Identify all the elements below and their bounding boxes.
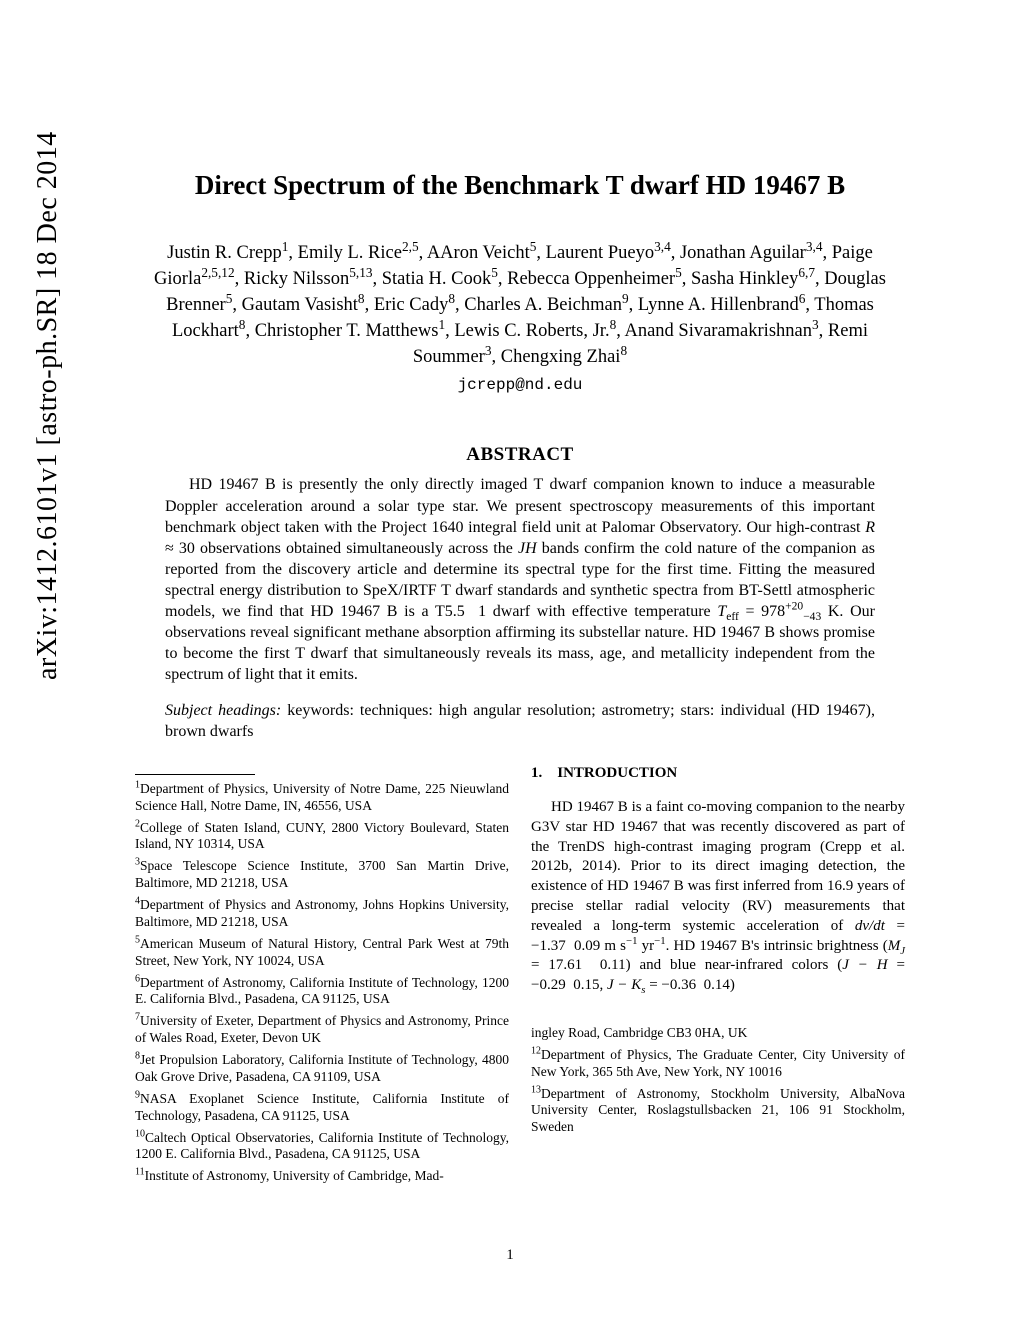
affiliation-item: 5American Museum of Natural History, Cen…	[135, 936, 509, 970]
affiliation-item: 9NASA Exoplanet Science Institute, Calif…	[135, 1091, 509, 1125]
affiliation-item: 2College of Staten Island, CUNY, 2800 Vi…	[135, 820, 509, 854]
subject-headings: Subject headings: keywords: techniques: …	[165, 700, 875, 742]
affiliation-item: 1Department of Physics, University of No…	[135, 781, 509, 815]
left-column: 1Department of Physics, University of No…	[135, 764, 509, 1190]
affiliations-left: 1Department of Physics, University of No…	[135, 781, 509, 1185]
page: arXiv:1412.6101v1 [astro-ph.SR] 18 Dec 2…	[0, 0, 1020, 1320]
paper-content: Direct Spectrum of the Benchmark T dwarf…	[135, 170, 905, 1190]
arxiv-stamp: arXiv:1412.6101v1 [astro-ph.SR] 18 Dec 2…	[32, 131, 64, 680]
abstract-text: HD 19467 B is presently the only directl…	[165, 474, 875, 685]
footnote-rule	[135, 774, 255, 775]
affiliation-item: 3Space Telescope Science Institute, 3700…	[135, 858, 509, 892]
affiliation-item: 7University of Exeter, Department of Phy…	[135, 1013, 509, 1047]
contact-email: jcrepp@nd.edu	[135, 376, 905, 394]
subject-headings-label: Subject headings:	[165, 702, 281, 719]
author-list: Justin R. Crepp1, Emily L. Rice2,5, AAro…	[135, 241, 905, 370]
abstract-heading: ABSTRACT	[135, 444, 905, 466]
affiliation-item: 6Department of Astronomy, California Ins…	[135, 975, 509, 1009]
affiliation-item: 8Jet Propulsion Laboratory, California I…	[135, 1052, 509, 1086]
affiliation-item: 10Caltech Optical Observatories, Califor…	[135, 1130, 509, 1164]
right-column: 1. INTRODUCTION HD 19467 B is a faint co…	[531, 764, 905, 1190]
paper-title: Direct Spectrum of the Benchmark T dwarf…	[135, 170, 905, 201]
affiliation-item: 12Department of Physics, The Graduate Ce…	[531, 1047, 905, 1081]
affiliation-item: 11Institute of Astronomy, University of …	[135, 1168, 509, 1185]
affiliations-right: ingley Road, Cambridge CB3 0HA, UK 12Depa…	[531, 1025, 905, 1136]
two-column-region: 1Department of Physics, University of No…	[135, 764, 905, 1190]
introduction-text: HD 19467 B is a faint co-moving companio…	[531, 798, 905, 996]
affiliation-item: 13Department of Astronomy, Stockholm Uni…	[531, 1086, 905, 1137]
section-1-heading: 1. INTRODUCTION	[531, 764, 905, 783]
page-number: 1	[0, 1247, 1020, 1264]
affiliation-item: 4Department of Physics and Astronomy, Jo…	[135, 897, 509, 931]
affiliation-item: ingley Road, Cambridge CB3 0HA, UK	[531, 1025, 905, 1042]
